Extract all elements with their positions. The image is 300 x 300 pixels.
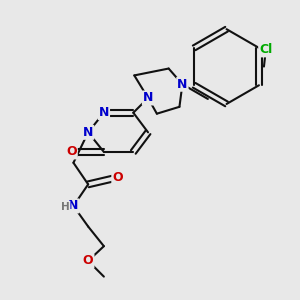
Text: Cl: Cl [259,44,272,56]
Text: O: O [83,254,94,267]
Text: N: N [143,92,153,104]
Text: N: N [68,200,79,212]
Text: H: H [61,202,70,212]
Text: O: O [66,146,77,158]
Text: N: N [177,78,188,91]
Text: N: N [83,126,93,139]
Text: O: O [112,171,123,184]
Text: N: N [99,106,109,119]
